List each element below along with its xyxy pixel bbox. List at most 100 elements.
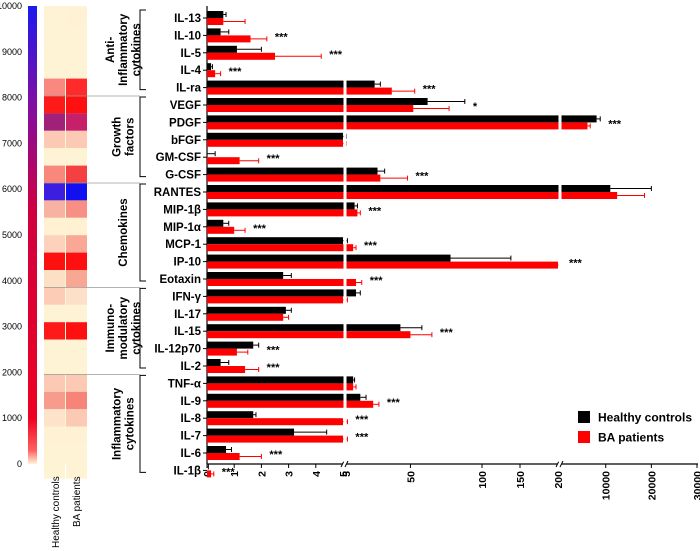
bar-ba — [207, 226, 235, 234]
bar-ba — [207, 244, 354, 252]
bar-healthy — [207, 45, 237, 53]
bar-ba — [207, 105, 414, 112]
cytokine-label: RANTES — [154, 187, 202, 199]
group-bracket — [139, 287, 146, 369]
colorbar-tick-label: 9000 — [2, 47, 22, 57]
bar-ba — [207, 18, 224, 25]
group-label: Anti- Inflammatory cytokines — [105, 13, 143, 86]
x-axis-tick-label: 2 — [256, 471, 268, 477]
x-axis-tick-label: 5 — [338, 471, 350, 477]
heatmap-cell-ba — [66, 200, 87, 218]
heatmap-cell-ba — [66, 287, 87, 305]
bar-healthy — [207, 306, 286, 314]
heatmap-cell-ba — [66, 78, 87, 96]
axis-break-mark — [344, 460, 349, 468]
colorbar: 0 1000 2000 3000 4000 5000 6000 7000 8000 9000 100… — [0, 1, 37, 469]
x-axis-tick-label: 10000 — [601, 471, 613, 500]
bar-break-stripe — [558, 6, 562, 462]
cytokine-label: IL-2 — [181, 361, 201, 373]
bar-ba — [207, 279, 357, 286]
group-label-line: Inflammatory — [118, 13, 130, 86]
heatmap-cell-ba — [66, 426, 87, 444]
bar-healthy — [207, 98, 428, 105]
legend: Healthy controls BA patients — [578, 411, 692, 445]
significance-marker: *** — [267, 362, 281, 374]
group-label-line: Growth — [112, 117, 124, 157]
heatmap-cell-healthy — [44, 96, 65, 114]
cytokine-label: IL-9 — [181, 396, 201, 408]
cytokine-label: IL-1β — [174, 465, 201, 477]
heatmap-column-label-healthy: Healthy controls — [51, 476, 62, 548]
colorbar-tick-label: 6000 — [2, 184, 22, 194]
group-label-line: factors — [125, 118, 137, 156]
significance-marker: *** — [329, 49, 343, 61]
heatmap-cell-healthy — [44, 409, 65, 427]
heatmap-cell-ba — [66, 252, 87, 270]
significance-marker: *** — [229, 66, 243, 78]
group-label-line: cytokines — [125, 397, 137, 450]
heatmap-cell-healthy — [44, 61, 65, 79]
legend-swatch — [578, 431, 590, 443]
bar-ba — [207, 331, 411, 339]
cytokine-label: PDGF — [169, 117, 201, 129]
bar-healthy — [207, 411, 254, 419]
bar-ba — [207, 348, 237, 356]
colorbar-tick-label: 10000 — [0, 1, 22, 11]
plot-axes: 012345550100150200100002000030000 — [202, 6, 700, 500]
bar-rows: IL-13 IL-10 *** IL-5 *** IL-4 *** IL-ra *** VEGF *… — [154, 6, 652, 478]
group-label: Chemokines — [118, 198, 130, 266]
cytokine-label: Eotaxin — [159, 274, 201, 286]
bar-healthy — [207, 393, 361, 401]
heatmap-cell-healthy — [44, 183, 65, 201]
axis-break-mark — [559, 460, 564, 468]
cytokine-label: IL-6 — [181, 448, 201, 460]
heatmap-cell-healthy — [44, 304, 65, 323]
bar-ba — [207, 296, 343, 304]
heatmap-cell-healthy — [44, 270, 65, 288]
cytokine-label: G-CSF — [165, 170, 201, 182]
heatmap-cell-ba — [66, 165, 87, 183]
bar-healthy — [207, 324, 401, 332]
legend-label: Healthy controls — [598, 411, 692, 425]
significance-marker: *** — [387, 397, 401, 409]
heatmap-cell-healthy — [44, 217, 65, 236]
bar-ba — [207, 209, 358, 217]
group-brackets: Anti- Inflammatory cytokines Growth factors C… — [105, 9, 146, 473]
heatmap-cell-ba — [66, 43, 87, 62]
heatmap-cell-healthy — [44, 200, 65, 218]
heatmap-cell-ba — [66, 270, 87, 288]
bar-healthy — [207, 202, 355, 210]
group-label: Inflammatory cytokines — [112, 387, 137, 460]
bar-healthy — [207, 446, 227, 453]
bar-healthy — [207, 428, 295, 436]
significance-marker: *** — [569, 258, 583, 270]
colorbar-tick-label: 7000 — [2, 138, 22, 148]
colorbar-tick-label: 2000 — [2, 367, 22, 377]
significance-marker: *** — [355, 432, 369, 444]
group-bracket — [139, 96, 146, 178]
heatmap-cell-healthy — [44, 339, 65, 357]
group-label-line: Chemokines — [118, 198, 130, 266]
cytokine-label: GM-CSF — [156, 152, 201, 164]
bar-healthy — [207, 289, 357, 297]
cytokine-label: VEGF — [170, 100, 201, 112]
cytokine-label: TNF-α — [168, 378, 201, 390]
heatmap-cell-ba — [66, 409, 87, 427]
bar-ba — [207, 70, 216, 78]
heatmap-cell-healthy — [44, 148, 65, 166]
bar-healthy — [207, 254, 451, 262]
significance-marker: *** — [368, 205, 382, 217]
colorbar-tick-label: 3000 — [2, 322, 22, 332]
axis-break-gap — [342, 461, 347, 468]
bar-healthy — [207, 167, 378, 175]
bar-healthy — [207, 237, 343, 245]
cytokine-label: IP-10 — [174, 257, 202, 269]
cytokine-label: MCP-1 — [165, 239, 201, 251]
heatmap-cell-ba — [66, 9, 87, 27]
significance-marker: *** — [222, 466, 236, 478]
bar-ba — [207, 87, 392, 95]
cytokine-label: IL-ra — [176, 83, 202, 95]
bar-ba — [207, 174, 381, 182]
bar-ba — [207, 157, 240, 165]
